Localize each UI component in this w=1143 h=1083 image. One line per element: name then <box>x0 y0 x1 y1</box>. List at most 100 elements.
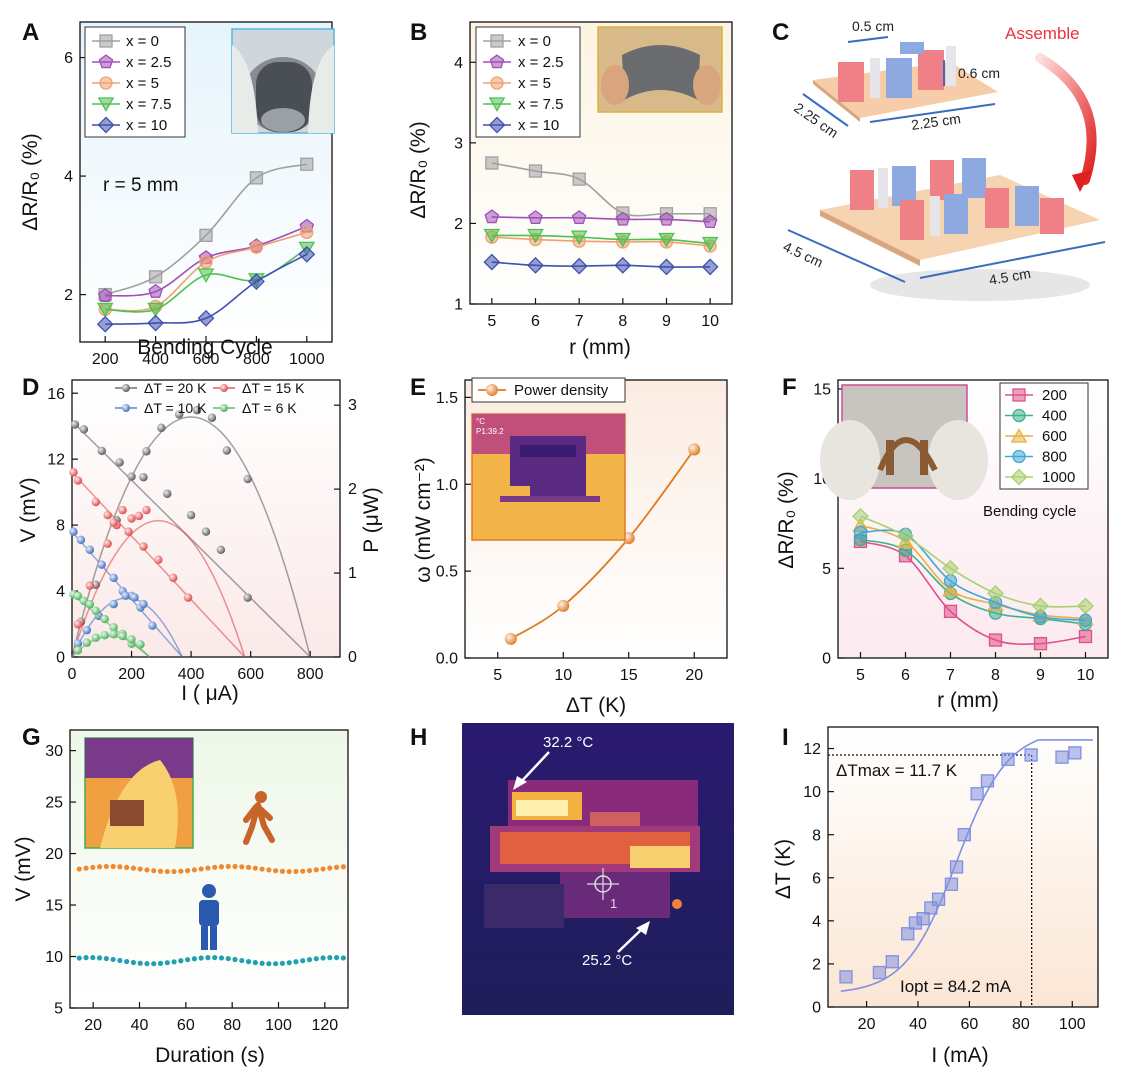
power-point-shine <box>91 633 101 642</box>
voltage-point <box>97 560 106 569</box>
data-point <box>313 867 319 873</box>
panel-letter: B <box>410 19 427 46</box>
series-line <box>510 448 695 640</box>
thermal-readout: P1:39.2 <box>476 427 504 436</box>
power-point-shine <box>142 505 151 515</box>
power-point-shine <box>134 511 144 521</box>
voltage-point-shine <box>186 511 196 520</box>
power-point-shine <box>127 472 136 481</box>
pi-fit-curve <box>71 519 246 658</box>
data-point <box>852 507 869 525</box>
voltage-point <box>73 476 83 485</box>
data-point <box>970 787 984 801</box>
data-point <box>151 961 157 967</box>
voltage-point-shine <box>85 600 95 609</box>
data-point <box>124 864 130 870</box>
voltage-point <box>216 545 226 555</box>
y-tick-label: 0 <box>56 650 65 667</box>
legend-label: 400 <box>1042 408 1067 425</box>
voltage-point <box>186 511 196 520</box>
x-tick-label: 120 <box>311 1017 338 1034</box>
x-axis-label: I (mA) <box>931 1044 988 1067</box>
power-point <box>139 599 148 609</box>
power-point <box>175 410 184 419</box>
x-tick-label: 100 <box>265 1017 292 1034</box>
hot-temperature: 32.2 °C <box>543 734 593 751</box>
voltage-point-shine <box>243 593 252 602</box>
legend-marker <box>97 116 115 134</box>
panel-f-inset-photo <box>820 384 988 500</box>
power-point-shine <box>207 413 217 422</box>
x-tick-label: 600 <box>237 666 264 683</box>
power-point-shine <box>109 518 118 527</box>
legend-marker <box>488 116 506 134</box>
power-point-shine <box>100 630 109 640</box>
power-point-shine <box>109 630 118 639</box>
dim-0-6cm: 0.6 cm <box>958 65 1000 81</box>
data-point <box>191 867 197 873</box>
legend-marker <box>1010 428 1028 443</box>
legend-marker <box>486 384 498 396</box>
data-point <box>90 864 96 870</box>
data-point <box>1033 637 1048 651</box>
data-point <box>151 868 157 874</box>
data-point <box>901 927 915 941</box>
panel-letter: E <box>410 374 426 401</box>
legend-marker <box>490 34 504 48</box>
data-point <box>839 970 853 984</box>
data-point <box>245 959 252 965</box>
power-point <box>157 423 166 433</box>
voltage-point <box>97 446 106 456</box>
plot-frame <box>837 379 1109 659</box>
data-point <box>259 866 265 872</box>
data-point <box>340 955 346 961</box>
data-point <box>178 868 184 874</box>
data-point <box>83 865 89 871</box>
voltage-point <box>201 527 211 536</box>
data-point <box>293 868 299 875</box>
power-point-shine <box>118 505 127 515</box>
power-point <box>109 518 118 527</box>
data-point <box>83 955 89 961</box>
cold-temperature: 25.2 °C <box>582 952 632 969</box>
data-point <box>110 956 116 963</box>
data-point <box>614 256 632 274</box>
voltage-point <box>103 511 112 520</box>
y-tick-label: 0.0 <box>436 651 458 668</box>
data-point <box>313 956 319 962</box>
data-point <box>485 156 499 170</box>
legend-marker <box>98 54 114 69</box>
legend-label: x = 0 <box>518 33 551 50</box>
voltage-point <box>154 555 163 564</box>
x-tick-label: 80 <box>223 1017 241 1034</box>
x-tick-label: 5 <box>493 667 502 684</box>
voltage-point-shine <box>201 527 211 536</box>
data-point <box>293 959 299 965</box>
data-point <box>306 867 313 874</box>
data-point <box>137 960 143 966</box>
opt-annotation: Iopt = 84.2 mA <box>900 977 1012 996</box>
power-point <box>91 633 101 642</box>
y-tick-label: 0.5 <box>436 564 458 581</box>
legend-label: x = 0 <box>126 33 159 50</box>
voltage-point <box>100 614 109 624</box>
data-point <box>76 866 82 872</box>
power-point-shine <box>157 423 166 433</box>
data-point <box>570 257 588 275</box>
data-point <box>1055 750 1069 764</box>
voltage-point-shine <box>91 606 101 616</box>
power-point-shine <box>222 446 232 455</box>
y-tick-label: 8 <box>56 518 65 535</box>
voltage-point-shine <box>169 573 178 583</box>
voltage-point-shine <box>124 527 133 536</box>
voltage-point-shine <box>109 573 118 583</box>
legend-marker <box>489 54 505 69</box>
data-point <box>658 258 675 276</box>
data-point <box>164 868 170 875</box>
data-point <box>571 210 587 225</box>
crosshair-label: 1 <box>610 896 617 911</box>
y-tick-label: 10 <box>45 949 63 966</box>
data-point <box>97 288 113 303</box>
panel-c-schematic: C Assemble 0.5 cm 0.6 c <box>772 18 1106 301</box>
